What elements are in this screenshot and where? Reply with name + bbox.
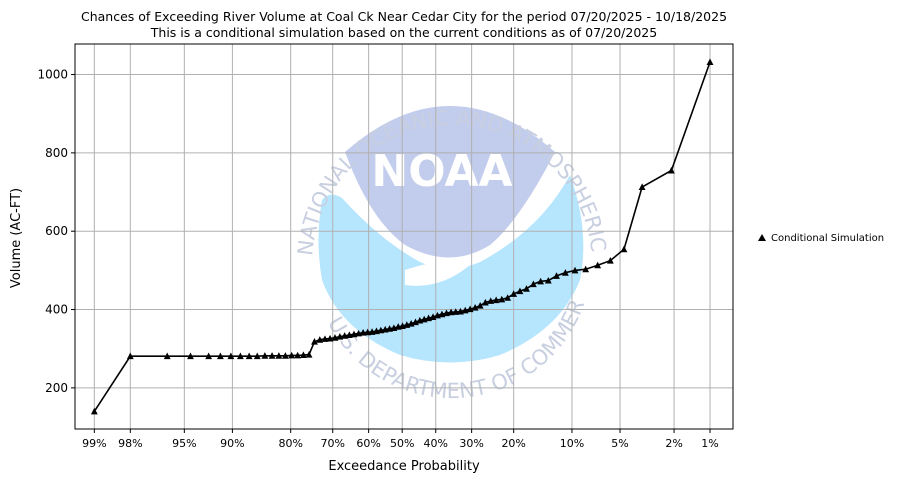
data-point-marker <box>261 352 269 359</box>
y-axis-ticks: 200 400 600 800 1000 <box>37 68 75 395</box>
data-point-marker <box>268 352 276 359</box>
x-tick-label: 99% <box>82 437 106 450</box>
y-tick-label: 1000 <box>37 68 68 82</box>
data-point-marker <box>294 351 302 359</box>
data-point-marker <box>481 298 489 306</box>
y-tick-label: 600 <box>45 224 68 238</box>
data-point-marker <box>331 334 339 341</box>
x-tick-label: 50% <box>390 437 414 450</box>
data-point-marker <box>638 183 646 190</box>
x-tick-label: 30% <box>459 437 483 450</box>
legend-marker <box>758 234 766 241</box>
data-point-marker <box>620 245 628 253</box>
x-tick-label: 90% <box>220 437 244 450</box>
data-point-marker <box>492 296 500 304</box>
data-point-marker <box>561 269 569 276</box>
y-axis-label: Volume (AC-FT) <box>9 188 24 288</box>
data-point-marker <box>529 280 537 288</box>
data-point-marker <box>321 335 329 342</box>
data-point-marker <box>187 352 194 360</box>
data-point-marker <box>316 336 324 343</box>
data-point-marker <box>205 352 213 360</box>
x-tick-label: 60% <box>356 437 380 450</box>
data-point-marker <box>553 272 560 279</box>
data-point-marker <box>163 352 171 360</box>
data-point-marker <box>217 352 224 360</box>
data-point-marker <box>236 352 244 360</box>
x-tick-label: 10% <box>560 437 584 450</box>
x-tick-label: 98% <box>118 437 142 450</box>
data-point-marker <box>544 276 552 284</box>
series-line <box>93 61 711 412</box>
data-point-marker <box>126 352 134 360</box>
data-point-marker <box>523 285 530 292</box>
chart-title: Chances of Exceeding River Volume at Coa… <box>81 9 727 24</box>
x-tick-label: 5% <box>611 437 628 450</box>
data-point-marker <box>452 308 460 315</box>
data-point-marker <box>504 294 512 301</box>
chart-subtitle: This is a conditional simulation based o… <box>150 25 657 40</box>
x-tick-label: 1% <box>701 437 718 450</box>
data-point-marker <box>300 351 307 358</box>
data-point-marker <box>253 352 261 360</box>
data-point-marker <box>476 302 484 309</box>
data-point-marker <box>245 352 253 360</box>
x-tick-label: 70% <box>320 437 344 450</box>
data-point-marker <box>471 303 479 311</box>
data-point-marker <box>326 334 334 342</box>
svg-text:NOAA: NOAA <box>371 146 512 197</box>
y-tick-label: 800 <box>45 146 68 160</box>
x-tick-label: 2% <box>665 437 682 450</box>
x-tick-label: 80% <box>278 437 302 450</box>
y-tick-label: 200 <box>45 381 68 395</box>
data-point-marker <box>275 352 283 359</box>
x-axis-label: Exceedance Probability <box>328 459 480 474</box>
data-point-marker <box>487 297 495 304</box>
legend: Conditional Simulation <box>758 233 884 244</box>
x-axis-ticks: 99% 98% 95% 90% 80% 70% 60% 50% 40% 30% 20% 10% 5% 2%… <box>82 429 719 450</box>
data-point-marker <box>311 338 318 345</box>
y-tick-label: 400 <box>45 303 68 317</box>
data-point-marker <box>537 277 545 285</box>
data-point-marker <box>305 350 313 358</box>
legend-label: Conditional Simulation <box>771 233 884 244</box>
data-point-marker <box>667 166 675 174</box>
data-point-marker <box>498 295 506 303</box>
data-point-marker <box>510 290 518 297</box>
data-point-marker <box>516 287 524 295</box>
data-point-marker <box>606 256 614 264</box>
data-point-marker <box>288 351 296 359</box>
data-point-marker <box>359 329 367 336</box>
data-point-marker <box>571 266 579 274</box>
data-point-marker <box>281 352 289 359</box>
series-layer <box>90 58 714 415</box>
data-point-marker <box>461 306 469 314</box>
data-point-marker <box>341 332 349 339</box>
x-tick-label: 95% <box>172 437 196 450</box>
data-point-marker <box>447 308 455 316</box>
plot-frame <box>74 43 734 430</box>
data-point-marker <box>706 58 714 66</box>
data-point-marker <box>227 352 235 360</box>
data-point-marker <box>582 265 590 273</box>
data-point-marker <box>336 332 344 340</box>
grid-lines <box>75 44 733 429</box>
data-point-marker <box>594 261 602 269</box>
x-tick-label: 40% <box>424 437 448 450</box>
x-tick-label: 20% <box>501 437 525 450</box>
data-point-marker <box>90 407 98 415</box>
